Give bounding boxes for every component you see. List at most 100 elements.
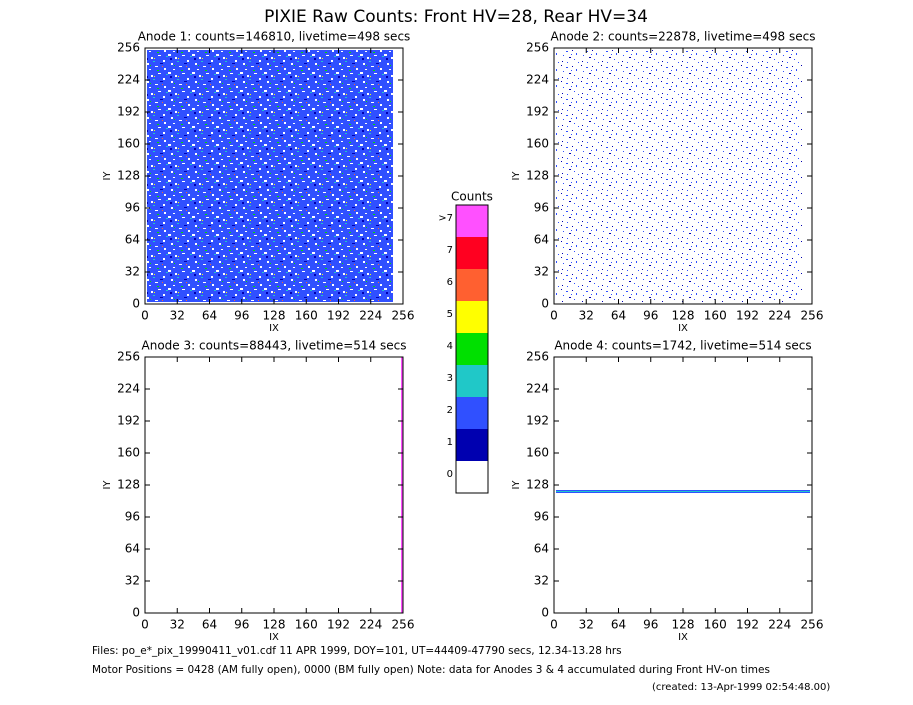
y-tick-label: 64 [534,233,549,247]
color-swatch [456,333,488,365]
panel-title: Anode 3: counts=88443, livetime=514 secs [142,339,407,353]
y-tick-label: 64 [534,542,549,556]
colorbar-label: 1 [447,437,453,448]
color-swatch [456,429,488,461]
x-tick-label: 256 [801,309,824,323]
footer-motor: Motor Positions = 0428 (AM fully open), … [92,664,770,676]
y-tick-label: 224 [526,382,549,396]
plot-area [145,357,403,613]
y-tick-label: 160 [117,137,140,151]
x-tick-label: 192 [327,618,350,632]
y-tick-label: 160 [526,446,549,460]
y-tick-label: 0 [541,297,549,311]
y-tick-label: 96 [534,201,549,215]
y-axis-label: IY [102,171,113,181]
x-tick-label: 160 [295,618,318,632]
y-tick-label: 192 [117,414,140,428]
x-tick-label: 0 [141,309,149,323]
colorbar-title: Counts [451,190,493,204]
y-tick-label: 192 [526,414,549,428]
y-tick-label: 128 [526,169,549,183]
y-tick-label: 96 [125,201,140,215]
count-image [556,50,802,302]
y-tick-label: 192 [117,105,140,119]
y-tick-label: 256 [526,350,549,364]
x-tick-label: 160 [704,618,727,632]
y-tick-label: 224 [526,73,549,87]
x-axis-label: IX [269,632,279,643]
plot-area [554,357,812,613]
panel-title: Anode 2: counts=22878, livetime=498 secs [551,30,816,44]
y-tick-label: 0 [132,606,140,620]
x-tick-label: 224 [768,618,791,632]
y-tick-label: 160 [117,446,140,460]
x-tick-label: 224 [768,309,791,323]
x-tick-label: 0 [141,618,149,632]
color-swatch [456,269,488,301]
y-tick-label: 224 [117,382,140,396]
x-tick-label: 160 [704,309,727,323]
x-tick-label: 96 [234,309,249,323]
x-tick-label: 192 [736,309,759,323]
x-tick-label: 160 [295,309,318,323]
y-tick-label: 96 [534,510,549,524]
y-tick-label: 256 [117,350,140,364]
y-tick-label: 256 [526,41,549,55]
panel-title: Anode 4: counts=1742, livetime=514 secs [554,339,811,353]
x-tick-label: 32 [579,309,594,323]
color-swatch [456,237,488,269]
panel-title: Anode 1: counts=146810, livetime=498 sec… [138,30,411,44]
color-swatch [456,461,488,493]
x-tick-label: 96 [643,309,658,323]
y-tick-label: 32 [534,574,549,588]
colorbar-label: 2 [447,405,453,416]
y-tick-label: 256 [117,41,140,55]
y-tick-label: 224 [117,73,140,87]
y-tick-label: 96 [125,510,140,524]
x-tick-label: 32 [170,618,185,632]
colorbar-label: 0 [447,469,453,480]
x-tick-label: 224 [359,309,382,323]
x-tick-label: 0 [550,309,558,323]
y-tick-label: 64 [125,233,140,247]
colorbar-label: >7 [438,213,453,224]
y-tick-label: 128 [526,478,549,492]
y-tick-label: 160 [526,137,549,151]
color-swatch [456,365,488,397]
x-tick-label: 128 [263,309,286,323]
x-tick-label: 32 [579,618,594,632]
y-axis-label: IY [511,171,522,181]
colorbar-label: 4 [447,341,453,352]
color-swatch [456,397,488,429]
count-image [556,491,810,492]
x-tick-label: 192 [736,618,759,632]
count-image [147,50,393,302]
y-tick-label: 32 [125,265,140,279]
x-axis-label: IX [678,323,688,334]
y-tick-label: 0 [541,606,549,620]
colorbar-label: 5 [447,309,453,320]
y-tick-label: 32 [125,574,140,588]
x-tick-label: 64 [202,309,217,323]
x-tick-label: 96 [643,618,658,632]
y-tick-label: 64 [125,542,140,556]
x-tick-label: 224 [359,618,382,632]
y-tick-label: 192 [526,105,549,119]
footer-created: (created: 13-Apr-1999 02:54:48.00) [652,682,830,693]
colorbar-label: 7 [447,245,453,256]
x-tick-label: 64 [202,618,217,632]
y-tick-label: 128 [117,478,140,492]
y-tick-label: 0 [132,297,140,311]
x-tick-label: 32 [170,309,185,323]
x-tick-label: 256 [801,618,824,632]
color-swatch [456,205,488,237]
y-tick-label: 32 [534,265,549,279]
x-tick-label: 0 [550,618,558,632]
x-tick-label: 128 [672,309,695,323]
y-axis-label: IY [511,480,522,490]
x-tick-label: 192 [327,309,350,323]
y-axis-label: IY [102,480,113,490]
colorbar-frame [455,204,489,494]
x-tick-label: 128 [263,618,286,632]
